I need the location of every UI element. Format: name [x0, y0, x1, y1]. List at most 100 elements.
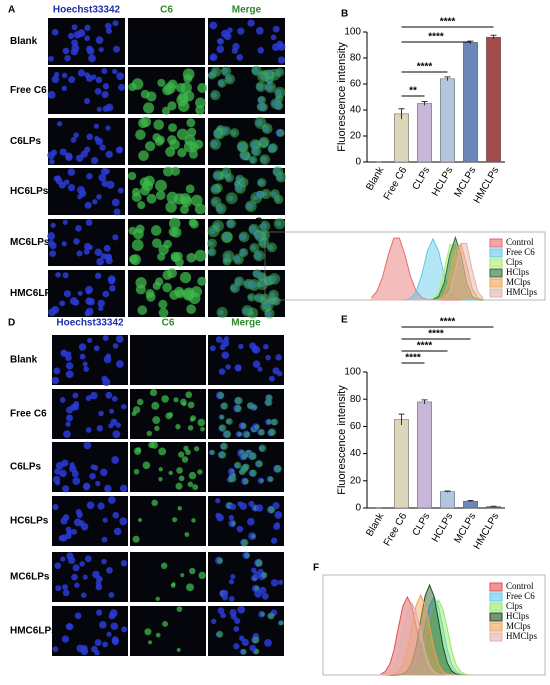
uptake: [223, 430, 232, 438]
uptake: [258, 136, 270, 148]
uptake: [151, 401, 160, 410]
uptake: [158, 299, 168, 309]
uptake: [177, 148, 187, 158]
nucleus: [239, 635, 245, 642]
legend-label: MClps: [506, 621, 531, 631]
legend-label: MClps: [506, 277, 531, 287]
micrograph: [130, 552, 206, 602]
y-tick-label: 40: [350, 448, 362, 459]
nucleus: [51, 376, 60, 385]
nucleus: [215, 498, 221, 504]
uptake: [183, 445, 189, 451]
nucleus: [231, 47, 238, 54]
uptake: [195, 105, 205, 115]
nucleus: [96, 425, 104, 432]
uptake: [169, 139, 180, 150]
nucleus: [51, 75, 60, 84]
uptake: [254, 230, 266, 242]
nucleus: [60, 556, 66, 562]
legend-label: Free C6: [506, 247, 535, 257]
nucleus: [223, 336, 230, 342]
nucleus: [71, 24, 78, 31]
x-tick-label: Free C6: [382, 511, 410, 548]
uptake: [186, 252, 197, 263]
y-tick-label: 0: [355, 157, 361, 168]
row-label: C6LPs: [10, 136, 42, 147]
nucleus: [274, 511, 283, 519]
nucleus: [65, 421, 71, 427]
uptake: [210, 66, 222, 78]
legend-swatch: [489, 632, 503, 642]
y-tick-label: 80: [350, 53, 362, 64]
uptake: [222, 250, 235, 263]
nucleus: [96, 257, 104, 266]
error-bar: [398, 108, 405, 120]
uptake: [242, 478, 249, 485]
y-tick-label: 40: [350, 105, 362, 116]
uptake: [220, 442, 228, 451]
uptake: [266, 394, 273, 402]
nucleus: [62, 219, 68, 225]
uptake: [220, 402, 229, 410]
uptake: [140, 185, 150, 196]
nucleus: [85, 289, 91, 295]
bar: [463, 42, 478, 163]
uptake: [180, 204, 189, 214]
uptake: [178, 475, 185, 482]
uptake: [249, 469, 257, 477]
y-tick-label: 60: [350, 79, 362, 90]
nucleus: [219, 344, 226, 351]
uptake: [150, 225, 162, 236]
uptake: [132, 535, 140, 543]
nucleus: [77, 290, 83, 296]
nucleus: [84, 146, 91, 153]
nucleus: [87, 337, 93, 344]
nucleus: [215, 336, 223, 343]
nucleus: [111, 198, 120, 207]
uptake: [245, 200, 257, 213]
column-header: Merge: [231, 318, 261, 329]
nucleus: [95, 137, 103, 146]
nucleus: [72, 564, 80, 572]
uptake: [259, 154, 271, 165]
nucleus: [107, 496, 116, 504]
nucleus: [227, 27, 233, 33]
uptake: [225, 417, 233, 425]
nucleus: [99, 468, 108, 477]
uptake: [151, 499, 158, 507]
uptake: [268, 143, 278, 153]
uptake: [266, 242, 277, 253]
nucleus: [98, 173, 107, 182]
nucleus: [257, 47, 264, 54]
nucleus: [239, 502, 248, 510]
uptake: [168, 123, 177, 133]
nucleus: [237, 27, 245, 35]
nucleus: [101, 536, 108, 543]
nucleus: [77, 69, 86, 77]
nucleus: [85, 219, 93, 226]
nucleus: [59, 148, 67, 156]
nucleus: [71, 39, 79, 47]
nucleus: [102, 517, 108, 523]
error-bar: [421, 399, 428, 404]
uptake: [184, 532, 190, 537]
uptake: [171, 582, 176, 587]
nucleus: [72, 477, 81, 485]
nucleus: [94, 639, 102, 646]
nucleus: [116, 72, 125, 81]
nucleus: [119, 517, 128, 526]
uptake: [229, 128, 240, 138]
uptake: [225, 192, 238, 205]
nucleus: [113, 45, 121, 53]
bar: [417, 401, 432, 509]
uptake: [179, 271, 192, 284]
uptake: [191, 194, 203, 207]
nucleus: [51, 149, 58, 156]
bar: [440, 78, 455, 163]
uptake: [152, 238, 162, 249]
nucleus: [277, 43, 286, 51]
uptake: [193, 446, 200, 452]
uptake: [258, 444, 267, 453]
nucleus: [249, 644, 256, 652]
nucleus: [111, 395, 118, 402]
